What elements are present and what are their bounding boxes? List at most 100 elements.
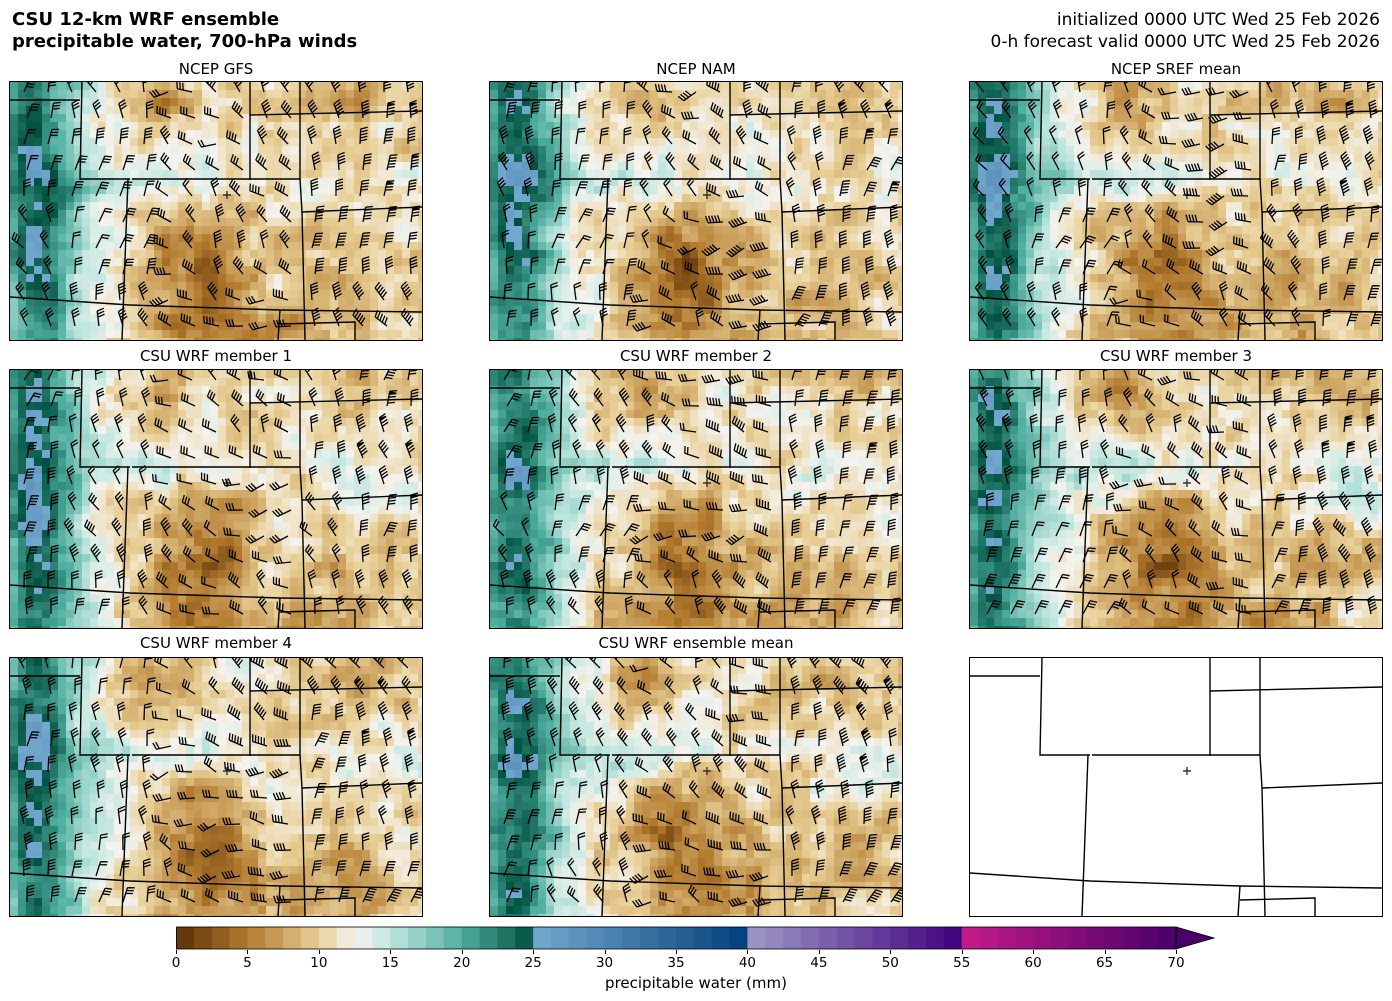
wind-barb	[1212, 599, 1228, 615]
wind-barb	[660, 104, 676, 119]
wind-barb	[972, 178, 985, 197]
wind-barb	[498, 151, 510, 171]
wind-barb	[249, 810, 265, 825]
wind-barb	[1082, 600, 1098, 615]
wind-barb	[751, 474, 769, 485]
wind-barb	[182, 177, 193, 197]
colorbar-segment	[1122, 927, 1141, 949]
wind-barb	[500, 569, 509, 589]
forecast-time-info: initialized 0000 UTC Wed 25 Feb 2026 0-h…	[991, 9, 1380, 53]
wind-barb	[1290, 255, 1302, 275]
wind-barb-flag	[362, 730, 370, 735]
wind-barb	[119, 779, 129, 799]
colorbar-segment	[676, 927, 695, 949]
colorbar	[176, 926, 1216, 950]
wind-barb	[1115, 315, 1132, 327]
wind-barb-flag	[389, 391, 397, 396]
wind-barb	[643, 151, 653, 171]
wind-barb	[1003, 465, 1013, 485]
wind-barb	[790, 229, 799, 249]
wind-barb	[260, 413, 269, 433]
wind-barb	[1208, 166, 1228, 179]
wind-barb	[1294, 439, 1304, 459]
wind-barb	[249, 789, 268, 799]
wind-barb	[688, 780, 700, 799]
wind-barb	[249, 183, 265, 197]
wind-barb	[842, 154, 855, 171]
wind-barb	[225, 287, 241, 301]
wind-barb	[730, 840, 748, 851]
wind-barb	[860, 281, 871, 301]
wind-barb	[711, 569, 723, 589]
wind-barb	[1115, 446, 1132, 459]
wind-barb	[19, 805, 30, 825]
wind-barb	[47, 415, 58, 433]
wind-barb	[1103, 285, 1118, 301]
wind-barb	[314, 257, 325, 275]
wind-barb	[90, 413, 100, 433]
wind-barb	[224, 761, 241, 773]
wind-barb	[755, 446, 772, 459]
wind-barb	[117, 281, 127, 301]
wind-barb	[337, 439, 346, 459]
wind-barb	[1034, 205, 1044, 223]
colorbar-segment	[443, 927, 463, 949]
wind-barb	[122, 832, 130, 851]
wind-barb	[1321, 439, 1330, 459]
wind-barb	[338, 833, 349, 851]
wind-barb	[74, 832, 83, 851]
wind-barb	[887, 414, 896, 433]
wind-barb-flag	[379, 415, 386, 422]
wind-barb	[1343, 232, 1355, 249]
wind-barb	[1316, 125, 1327, 145]
wind-barb	[1118, 413, 1129, 433]
valid-time: 0-h forecast valid 0000 UTC Wed 25 Feb 2…	[990, 32, 1380, 52]
wind-barb	[205, 495, 220, 511]
wind-barb	[1121, 151, 1132, 171]
wind-barb	[1034, 599, 1049, 615]
wind-barb	[591, 413, 601, 433]
wind-barb	[278, 258, 292, 275]
wind-barb	[44, 658, 49, 669]
wind-barb	[885, 307, 897, 327]
wind-barb	[632, 898, 652, 908]
wind-barb	[786, 125, 796, 145]
wind-barb	[1320, 203, 1330, 223]
wind-barb	[755, 394, 772, 407]
wind-barb	[152, 741, 172, 750]
wind-barb	[1010, 547, 1023, 563]
wind-barb	[599, 522, 616, 537]
wind-barb	[684, 445, 700, 459]
wind-barb	[890, 834, 902, 851]
wind-barb	[506, 392, 522, 407]
wind-barb	[527, 859, 538, 877]
colorbar-segment	[1015, 927, 1034, 949]
wind-barb-flag	[838, 101, 846, 108]
wind-barb	[1322, 308, 1331, 327]
wind-barb	[225, 319, 244, 328]
wind-barb	[1124, 229, 1133, 249]
wind-barb	[331, 281, 343, 301]
wind-barb	[1364, 543, 1377, 563]
wind-barb	[653, 532, 673, 542]
wind-barb	[866, 205, 877, 223]
wind-barb	[113, 82, 121, 93]
wind-barb	[66, 82, 73, 93]
wind-barb	[1164, 179, 1177, 197]
wind-barb	[757, 103, 772, 119]
wind-barb-flag	[389, 207, 397, 212]
wind-barb	[753, 419, 769, 433]
wind-barb	[629, 664, 649, 673]
wind-barb	[728, 216, 748, 228]
wind-barb	[251, 550, 268, 563]
wind-barb	[794, 597, 806, 615]
wind-barb	[755, 571, 769, 589]
wind-barb	[332, 307, 343, 327]
wind-barb	[506, 596, 514, 615]
wind-barb	[890, 781, 900, 799]
wind-barb	[866, 833, 878, 851]
wind-barb	[523, 177, 533, 197]
state-boundary	[1261, 787, 1266, 916]
wind-barb	[71, 181, 84, 197]
wind-barb	[1103, 178, 1113, 197]
